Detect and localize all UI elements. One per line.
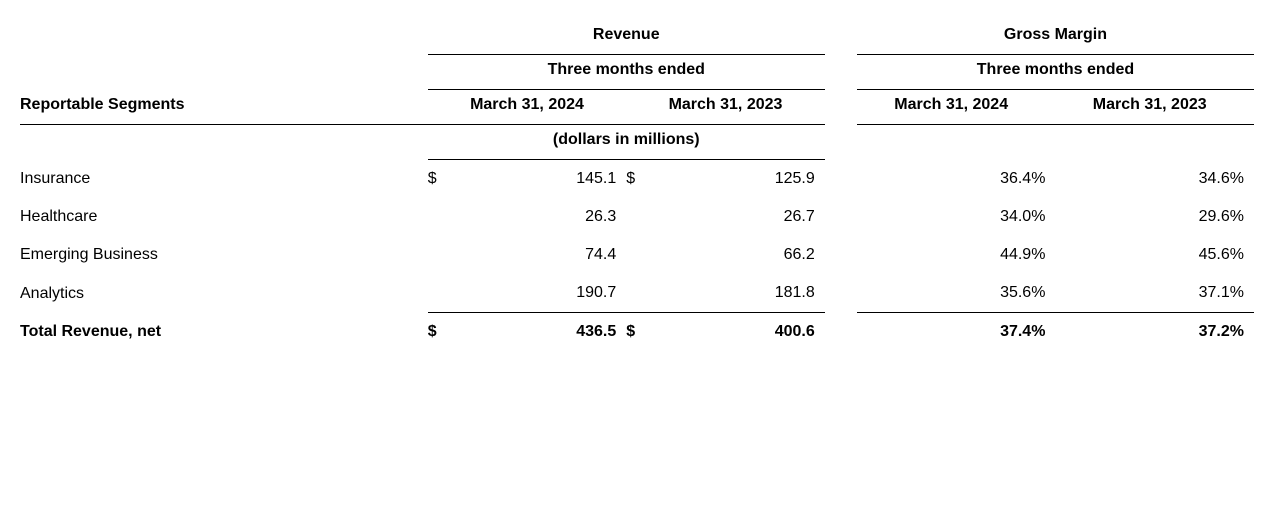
- revenue-2023-value: 181.8: [658, 274, 824, 313]
- gm-2024-value: 44.9%: [857, 236, 1056, 274]
- currency-symbol: $: [428, 313, 460, 352]
- revenue-2023-value: 26.7: [658, 198, 824, 236]
- header-row-groups: Revenue Gross Margin: [20, 20, 1254, 55]
- segment-financials-table: Revenue Gross Margin Three months ended …: [20, 20, 1254, 351]
- gm-2023-value: 34.6%: [1055, 160, 1254, 199]
- gross-margin-group-header: Gross Margin: [857, 20, 1254, 55]
- gm-col-2023: March 31, 2023: [1055, 90, 1254, 125]
- header-row-period: Three months ended Three months ended: [20, 55, 1254, 90]
- revenue-2024-value: 190.7: [460, 274, 626, 313]
- currency-symbol: $: [626, 313, 658, 352]
- units-row: (dollars in millions): [20, 125, 1254, 160]
- currency-symbol: [626, 236, 658, 274]
- gm-2023-value: 37.1%: [1055, 274, 1254, 313]
- row-label: Insurance: [20, 160, 428, 199]
- gm-2024-value: 36.4%: [857, 160, 1056, 199]
- total-gm-2024: 37.4%: [857, 313, 1056, 352]
- currency-symbol: [428, 236, 460, 274]
- total-row: Total Revenue, net $ 436.5 $ 400.6 37.4%…: [20, 313, 1254, 352]
- revenue-group-header: Revenue: [428, 20, 825, 55]
- currency-symbol: [626, 198, 658, 236]
- gross-margin-period-header: Three months ended: [857, 55, 1254, 90]
- revenue-2024-value: 26.3: [460, 198, 626, 236]
- header-row-dates: Reportable Segments March 31, 2024 March…: [20, 90, 1254, 125]
- total-revenue-2024: 436.5: [460, 313, 626, 352]
- row-label: Healthcare: [20, 198, 428, 236]
- gm-2023-value: 45.6%: [1055, 236, 1254, 274]
- revenue-2024-value: 74.4: [460, 236, 626, 274]
- gm-col-2024: March 31, 2024: [857, 90, 1056, 125]
- gm-2024-value: 35.6%: [857, 274, 1056, 313]
- revenue-2023-value: 66.2: [658, 236, 824, 274]
- revenue-period-header: Three months ended: [428, 55, 825, 90]
- gm-2023-value: 29.6%: [1055, 198, 1254, 236]
- table-row: Emerging Business 74.4 66.2 44.9% 45.6%: [20, 236, 1254, 274]
- revenue-col-2024: March 31, 2024: [428, 90, 627, 125]
- currency-symbol: [626, 274, 658, 313]
- total-revenue-2023: 400.6: [658, 313, 824, 352]
- revenue-col-2023: March 31, 2023: [626, 90, 825, 125]
- revenue-2023-value: 125.9: [658, 160, 824, 199]
- total-label: Total Revenue, net: [20, 313, 428, 352]
- table-row: Analytics 190.7 181.8 35.6% 37.1%: [20, 274, 1254, 313]
- row-label: Analytics: [20, 274, 428, 313]
- currency-symbol: $: [626, 160, 658, 199]
- table-row: Insurance $ 145.1 $ 125.9 36.4% 34.6%: [20, 160, 1254, 199]
- total-gm-2023: 37.2%: [1055, 313, 1254, 352]
- gm-2024-value: 34.0%: [857, 198, 1056, 236]
- segments-title: Reportable Segments: [20, 90, 428, 125]
- currency-symbol: $: [428, 160, 460, 199]
- currency-symbol: [428, 198, 460, 236]
- row-label: Emerging Business: [20, 236, 428, 274]
- revenue-2024-value: 145.1: [460, 160, 626, 199]
- table-row: Healthcare 26.3 26.7 34.0% 29.6%: [20, 198, 1254, 236]
- units-label: (dollars in millions): [428, 125, 825, 160]
- currency-symbol: [428, 274, 460, 313]
